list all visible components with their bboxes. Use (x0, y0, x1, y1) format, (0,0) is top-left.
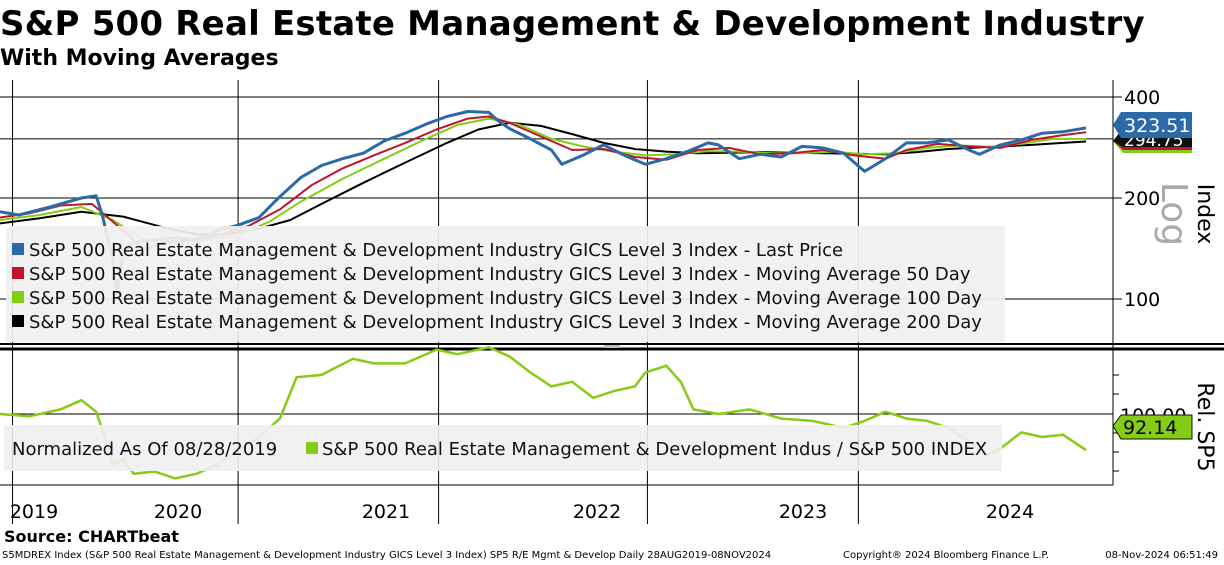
x-label-2022: 2022 (573, 501, 621, 523)
x-axis-labels: 2019 2020 2021 2022 2023 2024 (10, 501, 1034, 523)
legend-item-relative: S&P 500 Real Estate Management & Develop… (322, 439, 987, 460)
relative-series-layer (0, 346, 1087, 480)
x-label-2019: 2019 (10, 501, 58, 523)
series-line-relative (0, 346, 1087, 480)
page-subtitle: With Moving Averages (0, 46, 279, 71)
page-title: S&P 500 Real Estate Management & Develop… (0, 4, 1145, 44)
legend-swatch-ma200 (12, 315, 24, 327)
footer-description: S5MDREX Index (S&P 500 Real Estate Manag… (2, 550, 772, 561)
x-label-2021: 2021 (362, 501, 410, 523)
rel-axis-label: Rel. SP5 (1192, 382, 1217, 471)
legend-item-ma50: S&P 500 Real Estate Management & Develop… (29, 264, 971, 285)
last-price-badge: 323.51 (1113, 112, 1192, 138)
lower-legend-bg (4, 425, 1002, 471)
rel-value-label: 92.14 (1123, 417, 1177, 439)
upper-legend-bg (6, 226, 1005, 342)
log-scale-label: Log (1153, 182, 1194, 246)
legend-swatch-ma100 (12, 291, 24, 303)
legend-item-ma100: S&P 500 Real Estate Management & Develop… (29, 288, 982, 309)
y-tick-label-100: 100 (1124, 289, 1160, 311)
x-label-2023: 2023 (779, 501, 827, 523)
lower-legend: Normalized As Of 08/28/2019 S&P 500 Real… (4, 425, 1002, 471)
panel-resize-handle[interactable] (604, 345, 620, 348)
legend-swatch-relative (306, 442, 318, 454)
y-tick-label-400: 400 (1124, 87, 1160, 109)
footer-timestamp: 08-Nov-2024 06:51:49 (1105, 550, 1218, 561)
normalized-label: Normalized As Of 08/28/2019 (12, 439, 277, 460)
x-label-2020: 2020 (154, 501, 202, 523)
rel-value-badge: 92.14 (1112, 414, 1193, 440)
legend-item-last-price: S&P 500 Real Estate Management & Develop… (29, 240, 843, 261)
source-note: Source: CHARTbeat (4, 527, 179, 546)
y-axis-label: Index (1192, 184, 1217, 245)
x-label-2024: 2024 (986, 501, 1034, 523)
footer-copyright: Copyright® 2024 Bloomberg Finance L.P. (843, 550, 1050, 561)
last-price-label: 323.51 (1124, 115, 1190, 137)
legend-swatch-last-price (12, 243, 24, 255)
y-tick-label-200: 200 (1124, 188, 1160, 210)
legend-swatch-ma50 (12, 267, 24, 279)
y-ticks: 400 200 100 (1124, 87, 1160, 311)
legend-item-ma200: S&P 500 Real Estate Management & Develop… (29, 312, 982, 333)
upper-legend: S&P 500 Real Estate Management & Develop… (6, 226, 1005, 342)
